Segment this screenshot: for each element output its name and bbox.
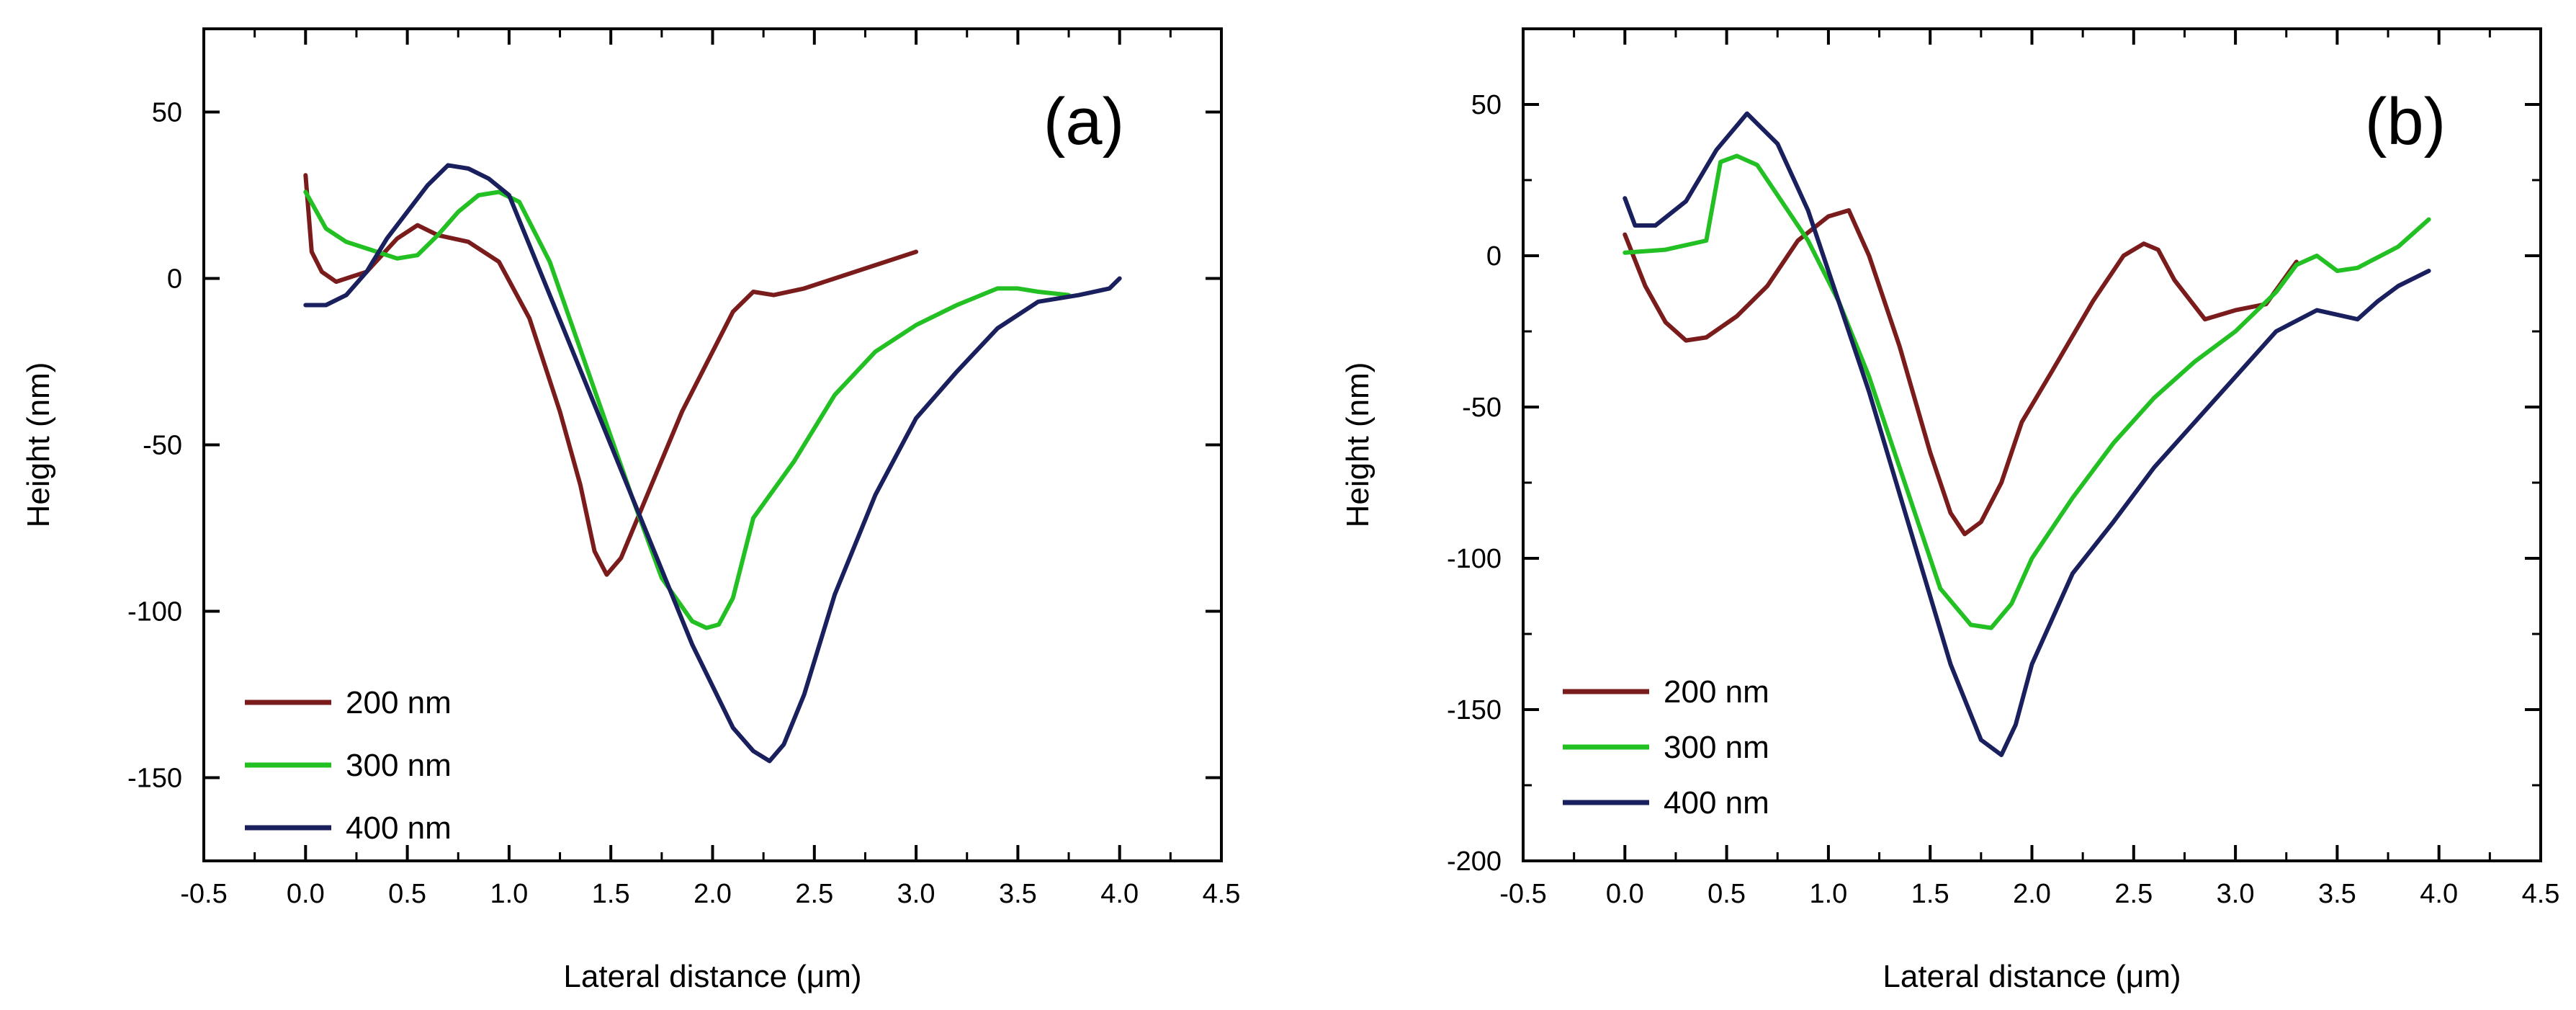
x-tick-label: 2.0 (2013, 879, 2051, 909)
series-line-300-nm (303, 189, 1071, 630)
x-tick-label: 3.0 (897, 879, 935, 909)
y-tick-label: -200 (1447, 846, 1502, 877)
x-tick-label: -0.5 (1499, 879, 1546, 909)
x-axis-title: Lateral distance (μm) (1882, 959, 2181, 994)
series-line-300-nm (1623, 153, 2431, 630)
x-tick-label: 4.5 (1203, 879, 1241, 909)
x-tick-label: 0.0 (287, 879, 325, 909)
y-tick-label: -100 (1447, 544, 1502, 574)
y-tick-label: 0 (1486, 241, 1502, 272)
legend-label: 300 nm (346, 748, 452, 783)
series-line-400-nm (303, 163, 1122, 764)
x-tick-label: 2.0 (694, 879, 732, 909)
panel-label: (b) (2365, 85, 2446, 158)
series-line-200-nm (1623, 208, 2299, 537)
y-tick-label: -150 (1447, 695, 1502, 725)
x-tick-label: 4.0 (2420, 879, 2458, 909)
y-tick-label: -50 (1462, 393, 1502, 423)
x-tick-label: 0.0 (1606, 879, 1644, 909)
x-tick-label: 2.5 (2114, 879, 2153, 909)
y-tick-label: 0 (167, 264, 182, 295)
x-tick-label: 1.0 (1809, 879, 1847, 909)
y-tick-label: -100 (127, 597, 182, 627)
y-tick-label: -150 (127, 764, 182, 794)
panel-b: -0.5 0.0 0.5 1.0 1.5 2.0 2.5 3.0 3.5 4.0 4.5 50 0 -50… (1340, 27, 2560, 994)
x-tick-label: 3.0 (2217, 879, 2255, 909)
legend-label: 200 nm (1664, 674, 1769, 710)
legend-label: 400 nm (346, 810, 452, 846)
x-tick-label: 1.0 (490, 879, 528, 909)
y-axis-title: Height (nm) (21, 362, 56, 528)
x-tick-label: 1.5 (592, 879, 630, 909)
x-tick-label: 3.5 (2318, 879, 2356, 909)
y-tick-label: -50 (143, 431, 182, 461)
y-tick-label: 50 (152, 98, 182, 128)
x-axis-title: Lateral distance (μm) (563, 959, 861, 994)
series-line-400-nm (1623, 111, 2431, 757)
y-axis-title: Height (nm) (1340, 362, 1375, 528)
legend-label: 200 nm (346, 685, 452, 720)
x-tick-label: 0.5 (1707, 879, 1746, 909)
x-tick-label: -0.5 (180, 879, 227, 909)
series-line-200-nm (303, 173, 919, 577)
x-tick-label: 4.5 (2522, 879, 2560, 909)
legend-label: 300 nm (1664, 730, 1769, 765)
x-tick-label: 3.5 (999, 879, 1037, 909)
y-tick-label: 50 (1471, 90, 1502, 120)
legend-label: 400 nm (1664, 785, 1769, 821)
x-tick-label: 4.0 (1100, 879, 1139, 909)
x-tick-label: 2.5 (795, 879, 833, 909)
x-tick-label: 1.5 (1911, 879, 1949, 909)
panel-label: (a) (1044, 85, 1124, 158)
x-tick-label: 0.5 (388, 879, 426, 909)
panel-a: -0.5 0.0 0.5 1.0 1.5 2.0 2.5 3.0 3.5 4.0 4.5 50 0 -50… (21, 27, 1241, 994)
